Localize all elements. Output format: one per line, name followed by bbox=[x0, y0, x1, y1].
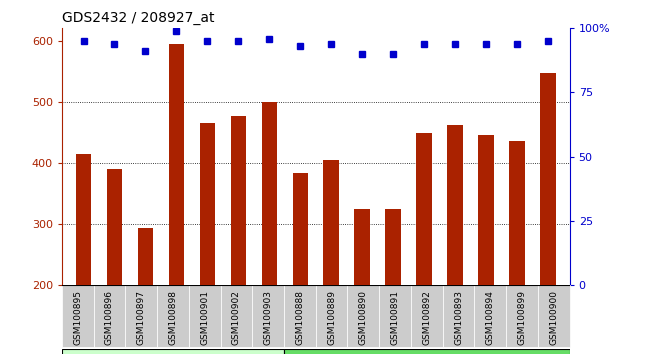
Bar bbox=[200, 123, 215, 285]
Bar bbox=[538, 285, 570, 347]
Text: GSM100895: GSM100895 bbox=[73, 290, 82, 345]
Text: GSM100889: GSM100889 bbox=[327, 290, 336, 345]
Text: GSM100892: GSM100892 bbox=[422, 290, 432, 345]
Bar bbox=[262, 102, 277, 285]
Bar bbox=[284, 349, 570, 354]
Text: GSM100897: GSM100897 bbox=[137, 290, 146, 345]
Bar bbox=[189, 285, 221, 347]
Text: GSM100894: GSM100894 bbox=[486, 290, 495, 345]
Bar bbox=[138, 228, 153, 285]
Bar bbox=[478, 135, 493, 285]
Bar bbox=[379, 285, 411, 347]
Bar bbox=[475, 285, 506, 347]
Bar bbox=[221, 285, 252, 347]
Bar bbox=[292, 173, 308, 285]
Bar bbox=[76, 154, 91, 285]
Bar bbox=[417, 133, 432, 285]
Bar bbox=[230, 116, 246, 285]
Text: GSM100896: GSM100896 bbox=[105, 290, 114, 345]
Bar bbox=[354, 209, 370, 285]
Text: GSM100893: GSM100893 bbox=[454, 290, 463, 345]
Bar bbox=[411, 285, 443, 347]
Bar bbox=[94, 285, 125, 347]
Bar bbox=[157, 285, 189, 347]
Bar bbox=[509, 141, 525, 285]
Bar bbox=[348, 285, 379, 347]
Text: GSM100891: GSM100891 bbox=[391, 290, 400, 345]
Bar bbox=[284, 285, 316, 347]
Text: GDS2432 / 208927_at: GDS2432 / 208927_at bbox=[62, 11, 214, 24]
Bar bbox=[169, 44, 184, 285]
Bar bbox=[506, 285, 538, 347]
Text: GSM100890: GSM100890 bbox=[359, 290, 368, 345]
Text: GSM100898: GSM100898 bbox=[169, 290, 178, 345]
Text: GSM100902: GSM100902 bbox=[232, 290, 241, 345]
Bar bbox=[443, 285, 475, 347]
Bar bbox=[540, 73, 556, 285]
Bar bbox=[447, 125, 463, 285]
Bar bbox=[316, 285, 348, 347]
Text: GSM100888: GSM100888 bbox=[296, 290, 305, 345]
Bar bbox=[324, 160, 339, 285]
Bar bbox=[125, 285, 157, 347]
Text: GSM100903: GSM100903 bbox=[264, 290, 273, 345]
Bar bbox=[107, 169, 122, 285]
Bar bbox=[62, 349, 284, 354]
Text: GSM100901: GSM100901 bbox=[200, 290, 209, 345]
Text: GSM100900: GSM100900 bbox=[549, 290, 559, 345]
Text: GSM100899: GSM100899 bbox=[518, 290, 527, 345]
Bar bbox=[385, 209, 401, 285]
Bar bbox=[252, 285, 284, 347]
Bar bbox=[62, 285, 94, 347]
